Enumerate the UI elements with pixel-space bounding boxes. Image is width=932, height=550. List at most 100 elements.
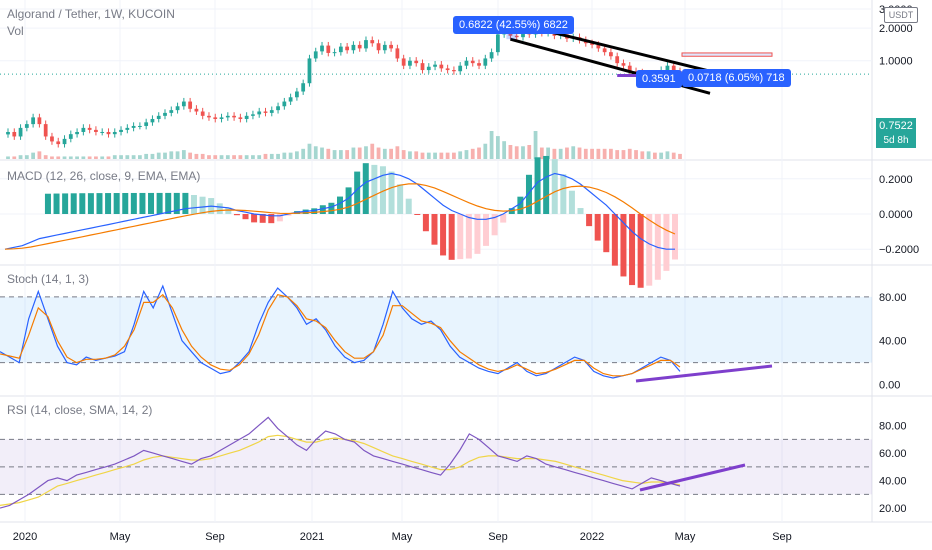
volume-bar	[671, 152, 676, 159]
vol-legend: Vol	[7, 24, 24, 38]
volume-bar	[125, 155, 130, 159]
candle-body	[213, 117, 218, 119]
macd-histogram-bar	[405, 198, 412, 214]
candle-body	[320, 45, 324, 52]
time-axis[interactable]: 2020 May Sep 2021 May Sep 2022 May Sep	[13, 531, 792, 543]
macd-histogram-bar	[620, 214, 627, 277]
macd-histogram-bar	[225, 207, 232, 214]
macd-panel[interactable]	[4, 155, 678, 288]
macd-histogram-bar	[285, 214, 292, 216]
volume-bar	[75, 156, 79, 159]
stoch-band	[0, 296, 872, 363]
volume-bar	[376, 147, 381, 159]
time-tick-label: May	[392, 531, 413, 543]
candle-body	[495, 34, 500, 53]
macd-histogram-bar	[491, 214, 498, 236]
candle-body	[150, 118, 155, 123]
candle-body	[470, 60, 475, 64]
volume-bar	[307, 143, 312, 159]
volume-bar	[489, 131, 494, 159]
candle-body	[458, 65, 463, 72]
volume-bar	[24, 155, 29, 159]
stoch-panel[interactable]	[0, 284, 872, 383]
volume-bar	[269, 153, 274, 159]
macd-histogram-bar	[629, 214, 636, 286]
volume-bar	[382, 148, 387, 159]
macd-histogram-bar	[130, 192, 137, 214]
macd-histogram-bar	[233, 214, 240, 216]
volume-bar	[565, 147, 569, 159]
candle-body	[87, 127, 92, 130]
volume-bar	[389, 148, 393, 159]
volume-bar	[251, 155, 255, 159]
volume-bar	[590, 148, 594, 159]
stoch-k-line	[0, 284, 681, 379]
macd-histogram-bar	[577, 208, 584, 214]
macd-histogram-bar	[551, 159, 558, 214]
candle-body	[163, 112, 167, 116]
candle-body	[225, 115, 230, 118]
candle-body	[477, 63, 481, 66]
candle-body	[207, 115, 211, 118]
rsi-ma-line	[0, 434, 681, 506]
candle-body	[181, 101, 186, 107]
volume-bar	[18, 155, 23, 159]
candle-body	[75, 131, 79, 135]
volume-bar	[257, 155, 262, 159]
volume-bar	[207, 155, 211, 159]
time-tick-label: 2021	[300, 531, 324, 543]
time-tick-label: 2020	[13, 531, 37, 543]
macd-histogram-bar	[259, 214, 266, 223]
candle-body	[357, 44, 362, 49]
candle-body	[18, 127, 23, 137]
rsi-tick-label: 40.00	[879, 476, 907, 488]
candle-body	[219, 117, 224, 119]
macd-histogram-bar	[534, 157, 541, 214]
candle-body	[464, 60, 469, 66]
price-axis[interactable]: 3.00002.00001.00000.20000.0000−0.200080.…	[879, 4, 919, 515]
candle-body	[194, 108, 199, 112]
volume-bar	[652, 152, 657, 159]
volume-bar	[483, 143, 488, 159]
candle-body	[439, 64, 444, 69]
macd-histogram-bar	[337, 196, 343, 214]
volume-bar	[583, 148, 588, 159]
rsi-divergence-line	[639, 463, 746, 492]
macd-tick-label: 0.2000	[879, 174, 913, 186]
stoch-legend: Stoch (14, 1, 3)	[7, 272, 90, 286]
volume-bar	[464, 150, 469, 159]
stoch-tick-label: 80.00	[879, 292, 907, 304]
volume-bar	[225, 155, 230, 159]
candle-body	[301, 83, 306, 92]
volume-bar	[420, 152, 425, 159]
volume-bar	[426, 152, 431, 159]
candle-body	[269, 110, 274, 113]
macd-histogram-bar	[268, 214, 275, 224]
symbol-legend: Algorand / Tether, 1W, KUCOIN	[7, 7, 175, 21]
macd-histogram-bar	[311, 208, 318, 214]
volume-bar	[169, 151, 174, 159]
candle-body	[263, 111, 268, 113]
price-panel[interactable]	[0, 19, 872, 159]
volume-bar	[659, 152, 664, 159]
currency-badge[interactable]: USDT	[884, 7, 918, 23]
rsi-panel[interactable]	[0, 416, 872, 509]
candle-body	[665, 65, 670, 71]
volume-bar	[364, 146, 368, 159]
volume-bar	[150, 153, 155, 159]
macd-histogram-bar	[87, 193, 94, 214]
macd-histogram-bar	[500, 214, 507, 223]
candle-body	[627, 65, 632, 72]
volume-bar	[458, 151, 463, 159]
stoch-tick-label: 40.00	[879, 336, 907, 348]
candle-body	[144, 122, 149, 126]
macd-histogram-bar	[414, 214, 421, 215]
macd-legend: MACD (12, 26, close, 9, EMA, EMA)	[7, 169, 201, 183]
candle-body	[420, 63, 425, 71]
candle-body	[602, 48, 607, 53]
candle-body	[68, 134, 73, 139]
volume-bar	[401, 150, 406, 159]
macd-tick-label: 0.0000	[879, 209, 913, 221]
countdown-tag: 5d 8h	[876, 134, 916, 148]
macd-histogram-bar	[474, 214, 481, 254]
